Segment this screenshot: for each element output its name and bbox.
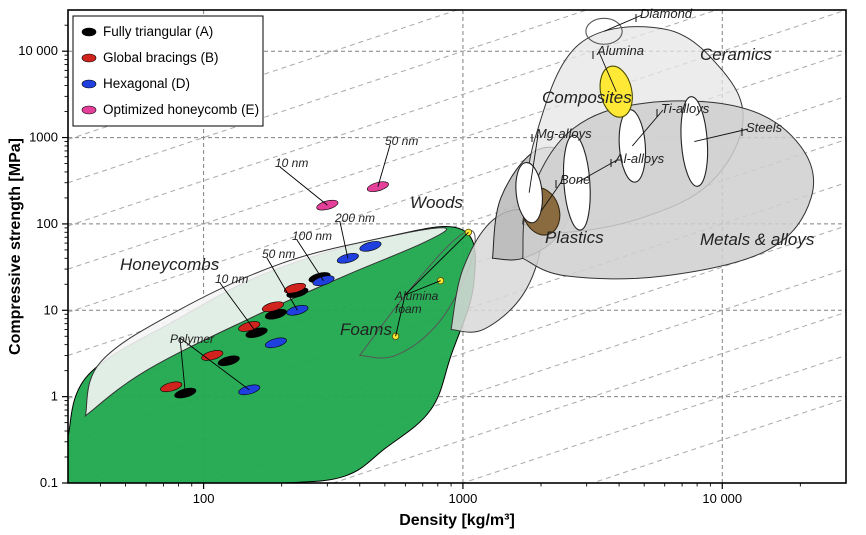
y-tick-label: 10 000	[18, 43, 58, 58]
region-label-ceramics: Ceramics	[700, 45, 772, 64]
x-axis-title: Density [kg/m³]	[399, 512, 515, 529]
material-label-mg-alloys: Mg-alloys	[536, 126, 592, 141]
x-tick-label: 100	[193, 491, 215, 506]
y-tick-label: 100	[36, 216, 58, 231]
x-tick-label: 10 000	[702, 491, 742, 506]
annotation-text: 10 nm	[215, 272, 248, 286]
ashby-chart: { "chart": { "type": "scatter", "width":…	[0, 0, 866, 535]
annotation-text: 50 nm	[385, 134, 418, 148]
marker-Alumina-foam-pt1	[392, 333, 398, 339]
region-label-plastics: Plastics	[545, 228, 604, 247]
legend-swatch-B	[82, 54, 96, 62]
annotation-text: 100 nm	[292, 229, 332, 243]
y-tick-label: 10	[44, 302, 58, 317]
legend-label-B: Global bracings (B)	[103, 50, 219, 65]
material-label-diamond: Diamond	[640, 6, 693, 21]
legend-swatch-E	[82, 106, 96, 114]
marker-Alumina-foam-pt2	[437, 278, 443, 284]
material-label-bone: Bone	[560, 172, 590, 187]
annotation-text: 50 nm	[262, 247, 295, 261]
ashby-chart-svg: Foams Honeycombs Woods Plastics Composites Ce…	[0, 0, 866, 535]
region-label-composites: Composites	[542, 88, 632, 107]
legend-swatch-A	[82, 28, 96, 36]
annotation-text: 200 nm	[334, 211, 375, 225]
annotation-text: Alumina	[394, 289, 439, 303]
material-label-steels: Steels	[746, 120, 783, 135]
y-tick-label: 1000	[29, 130, 58, 145]
x-tick-label: 1000	[448, 491, 477, 506]
annotation-text: foam	[395, 302, 422, 316]
material-label-alumina: Alumina	[596, 43, 644, 58]
legend-label-D: Hexagonal (D)	[103, 76, 190, 91]
material-label-al-alloys: Al-alloys	[614, 151, 665, 166]
region-label-foams: Foams	[340, 320, 392, 339]
legend-label-A: Fully triangular (A)	[103, 24, 213, 39]
y-tick-label: 0.1	[40, 475, 58, 490]
y-axis-title: Compressive strength [MPa]	[7, 138, 24, 355]
y-tick-label: 1	[51, 389, 58, 404]
legend-label-E: Optimized honeycomb (E)	[103, 102, 259, 117]
region-label-woods: Woods	[410, 193, 463, 212]
annotation-text: Polymer	[170, 332, 215, 346]
region-label-metals: Metals & alloys	[700, 230, 815, 249]
material-label-ti-alloys: Ti-alloys	[661, 101, 710, 116]
annotation-text: 10 nm	[275, 156, 308, 170]
region-label-honeycombs: Honeycombs	[120, 255, 220, 274]
legend-swatch-D	[82, 80, 96, 88]
